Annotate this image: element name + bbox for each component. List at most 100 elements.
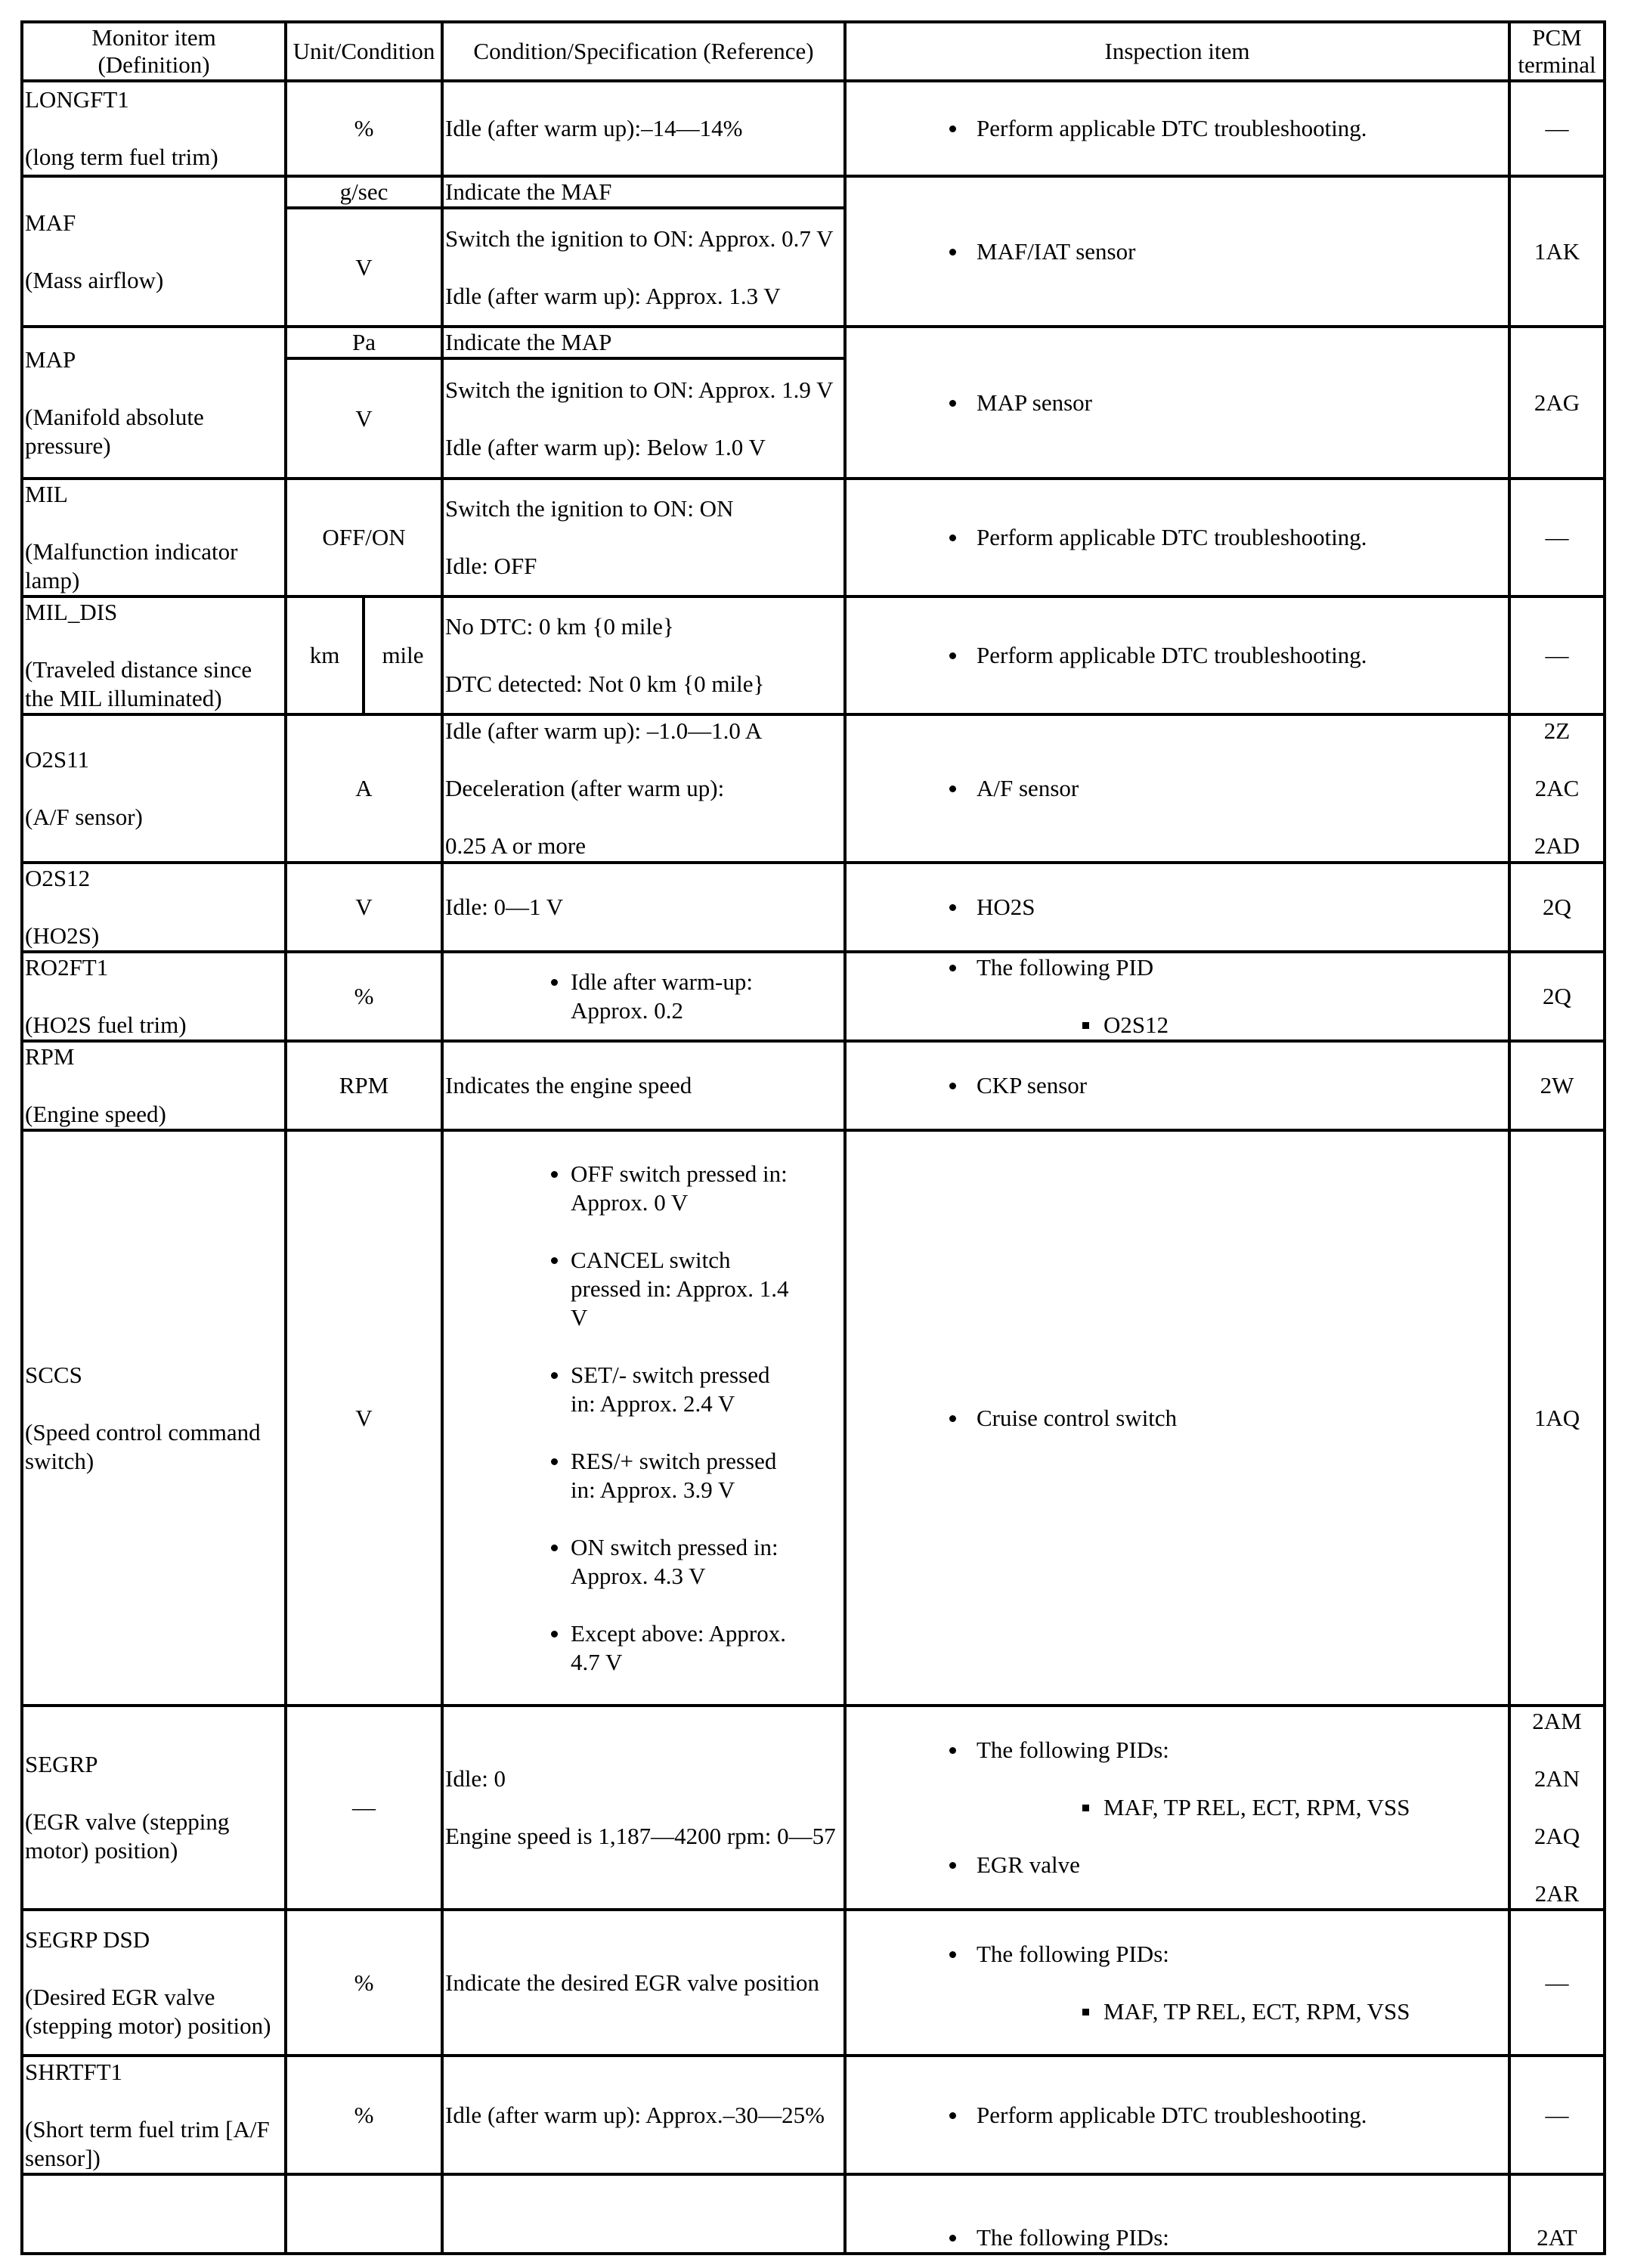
pcm-terminal: 2AQ: [1534, 1823, 1580, 1849]
pcm-terminal-cell: 2Q: [1508, 950, 1606, 1043]
inspection-item: The following PIDs:: [848, 2223, 1506, 2251]
monitor-item-definition: (Manifold absolute pressure): [25, 403, 204, 459]
monitor-item-name: SHRTFT1: [25, 2058, 123, 2085]
pcm-terminal: 2AN: [1534, 1765, 1580, 1792]
pcm-terminal: 2Q: [1543, 894, 1571, 920]
pcm-terminal: 2AR: [1534, 1880, 1580, 1907]
inspection-list: Perform applicable DTC troubleshooting.: [848, 2101, 1506, 2130]
monitor-item-name: MAF: [25, 209, 76, 236]
header-terminal-label: terminal: [1518, 51, 1596, 78]
unit-cell: V: [284, 861, 444, 953]
pcm-terminal: 2AT: [1537, 2224, 1577, 2251]
condition-bullet: RES/+ switch pressed in: Approx. 3.9 V: [445, 1447, 797, 1504]
inspection-bullet: A/F sensor: [848, 774, 1506, 803]
monitor-item-name: RO2FT1: [25, 954, 109, 981]
pcm-terminal: —: [1545, 115, 1569, 141]
monitor-item-cell: MIL_DIS (Traveled distance since the MIL …: [20, 595, 287, 716]
pcm-terminal: —: [1545, 524, 1569, 550]
table-row: RPM (Engine speed) RPM Indicates the engine…: [20, 1040, 1606, 1132]
unit-cell: %: [284, 79, 444, 178]
condition-cell: Idle (after warm up): Approx.–30—25%: [441, 2054, 847, 2176]
pcm-terminal-cell: 1AK: [1508, 175, 1606, 328]
inspection-list: A/F sensor: [848, 774, 1506, 803]
condition-text: Idle: OFF: [445, 553, 537, 579]
inspection-item: The following PIDs: MAF, TP REL, ECT, RPM…: [848, 1940, 1506, 2026]
condition-text: Indicates the engine speed: [445, 1072, 692, 1098]
unit-cell: A: [284, 713, 444, 864]
inspection-list: Perform applicable DTC troubleshooting.: [848, 523, 1506, 552]
inspection-cell: The following PIDs:: [843, 2173, 1511, 2255]
condition-cell: Idle: 0 Engine speed is 1,187—4200 rpm: 0…: [441, 1704, 847, 1911]
inspection-bullet: MAP sensor: [848, 389, 1506, 417]
monitor-item-name: O2S11: [25, 746, 89, 773]
monitor-item-cell: MIL (Malfunction indicator lamp): [20, 477, 287, 598]
pcm-terminal: —: [1545, 642, 1569, 668]
header-pcm-terminal: PCM terminal: [1508, 20, 1606, 82]
pcm-terminal-cell: 2Z 2AC 2AD: [1508, 713, 1606, 864]
unit-cell: Pa: [284, 325, 444, 360]
inspection-cell: MAP sensor: [843, 325, 1511, 480]
inspection-cell: The following PIDs: MAF, TP REL, ECT, RPM…: [843, 1704, 1511, 1911]
unit-cell: %: [284, 1908, 444, 2057]
condition-cell: Switch the ignition to ON: Approx. 1.9 V…: [441, 357, 847, 480]
monitor-item-name: SCCS: [25, 1361, 82, 1388]
condition-text: 0.25 A or more: [445, 832, 586, 859]
unit-cell-mile: mile: [362, 595, 444, 716]
inspection-item: EGR valve: [848, 1851, 1506, 1879]
pcm-terminal-cell: —: [1508, 1908, 1606, 2057]
pcm-terminal: 2W: [1540, 1072, 1574, 1098]
condition-cell: Idle: 0—1 V: [441, 861, 847, 953]
monitor-item-definition: (Engine speed): [25, 1101, 166, 1127]
condition-bullet: SET/- switch pressed in: Approx. 2.4 V: [445, 1361, 797, 1418]
monitor-item-cell: SEGRP DSD (Desired EGR valve (stepping mo…: [20, 1908, 287, 2057]
inspection-item: Perform applicable DTC troubleshooting.: [848, 641, 1506, 670]
condition-text: Idle (after warm up): Approx.–30—25%: [445, 2101, 825, 2128]
condition-list: OFF switch pressed in: Approx. 0 V CANCEL…: [445, 1160, 842, 1677]
monitor-item-cell: O2S11 (A/F sensor): [20, 713, 287, 864]
unit-cell: OFF/ON: [284, 477, 444, 598]
table-row: MAP (Manifold absolute pressure) Pa Indicat…: [20, 325, 1606, 480]
inspection-item: The following PID O2S12: [848, 955, 1506, 1038]
table-row: O2S11 (A/F sensor) A Idle (after warm up): …: [20, 713, 1606, 864]
monitor-item-definition: (Malfunction indicator lamp): [25, 538, 238, 593]
inspection-bullet: The following PIDs:: [848, 1940, 1506, 1969]
monitor-item-name: O2S12: [25, 865, 91, 891]
table-row: O2S12 (HO2S) V Idle: 0—1 V HO2S 2Q: [20, 861, 1606, 953]
inspection-item: MAF/IAT sensor: [848, 237, 1506, 266]
pcm-terminal-cell: —: [1508, 595, 1606, 716]
inspection-bullet: MAF/IAT sensor: [848, 237, 1506, 266]
monitor-item-name: MIL_DIS: [25, 599, 118, 625]
monitor-item-cell: MAF (Mass airflow): [20, 175, 287, 328]
monitor-item-name: RPM: [25, 1043, 75, 1070]
pcm-terminal-cell: 2AM 2AN 2AQ 2AR: [1508, 1704, 1606, 1911]
table-row: MAF (Mass airflow) g/sec Indicate the MAF MA…: [20, 175, 1606, 328]
table-row: LONGFT1 (long term fuel trim)% Idle (after…: [20, 79, 1606, 178]
header-row: Monitor item (Definition) Unit/Condition …: [20, 20, 1606, 82]
condition-text: Idle: 0—1 V: [445, 894, 564, 920]
inspection-item: The following PIDs: MAF, TP REL, ECT, RPM…: [848, 1736, 1506, 1822]
inspection-cell: CKP sensor: [843, 1040, 1511, 1132]
inspection-cell: HO2S: [843, 861, 1511, 953]
condition-text: Indicate the MAP: [445, 329, 612, 355]
inspection-cell: Perform applicable DTC troubleshooting.: [843, 2054, 1511, 2176]
condition-bullet: CANCEL switch pressed in: Approx. 1.4 V: [445, 1246, 797, 1332]
inspection-cell: A/F sensor: [843, 713, 1511, 864]
inspection-list: Perform applicable DTC troubleshooting.: [848, 114, 1506, 143]
table-row: SEGRP DSD (Desired EGR valve (stepping mo…: [20, 1908, 1606, 2057]
inspection-cell: The following PID O2S12: [843, 950, 1511, 1043]
inspection-cell: MAF/IAT sensor: [843, 175, 1511, 328]
inspection-item: Perform applicable DTC troubleshooting.: [848, 114, 1506, 143]
condition-cell: Idle (after warm up): –1.0—1.0 A Decelera…: [441, 713, 847, 864]
pcm-terminal: 2AM: [1532, 1708, 1582, 1734]
condition-text: Indicate the desired EGR valve position: [445, 1969, 820, 1996]
monitor-item-definition: (EGR valve (stepping motor) position): [25, 1808, 230, 1864]
pcm-terminal-cell: —: [1508, 79, 1606, 178]
monitor-item-definition: (Mass airflow): [25, 266, 164, 293]
inspection-bullet: EGR valve: [848, 1851, 1506, 1879]
inspection-bullet: The following PIDs:: [848, 2223, 1506, 2251]
monitor-item-cell: RO2FT1 (HO2S fuel trim): [20, 950, 287, 1043]
table-row: MIL_DIS (Traveled distance since the MIL …: [20, 595, 1606, 716]
unit-cell: V: [284, 1129, 444, 1707]
unit-cell: V: [284, 206, 444, 328]
monitor-item-definition: (A/F sensor): [25, 804, 143, 830]
